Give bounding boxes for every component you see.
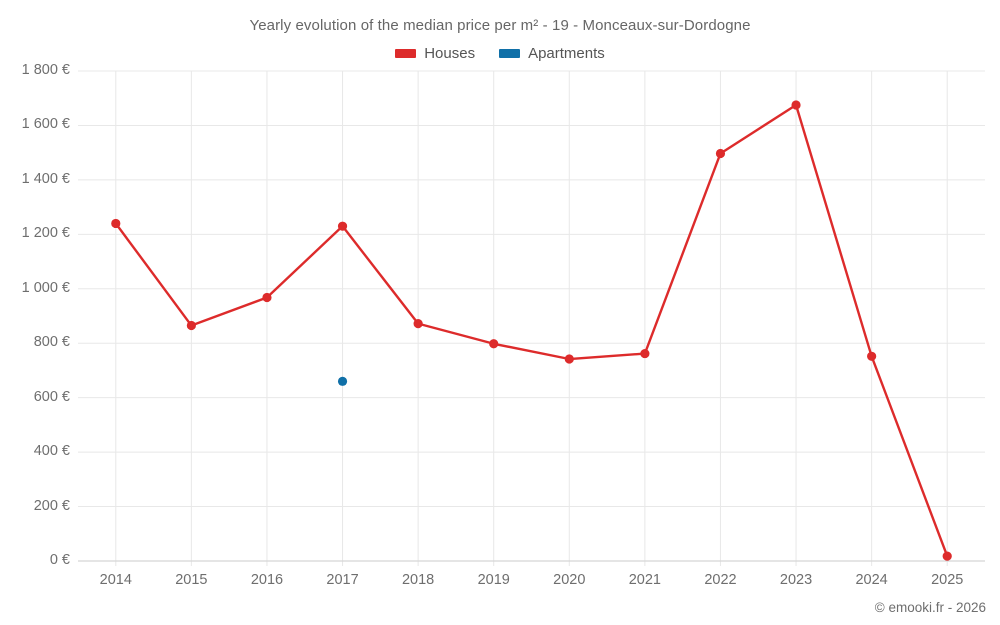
legend-swatch-houses xyxy=(395,49,417,58)
y-tick-label: 600 € xyxy=(33,388,70,405)
data-point-houses-2023[interactable] xyxy=(791,100,801,110)
x-tick-label: 2022 xyxy=(704,572,737,588)
y-tick-label: 800 € xyxy=(33,334,70,351)
chart-legend: Houses Apartments xyxy=(0,45,1000,62)
x-tick-label: 2019 xyxy=(477,572,510,588)
x-tick-label: 2021 xyxy=(628,572,661,588)
x-tick-label: 2018 xyxy=(401,572,435,588)
data-point-houses-2015[interactable] xyxy=(186,320,196,331)
data-point-houses-2019[interactable] xyxy=(489,339,499,349)
data-point-houses-2025[interactable] xyxy=(942,551,952,561)
y-tick-label: 1 600 € xyxy=(21,116,70,133)
y-tick-label: 0 € xyxy=(49,552,70,568)
y-tick-label: 200 € xyxy=(33,497,70,514)
x-tick-label: 2025 xyxy=(931,572,964,588)
series-line-houses xyxy=(114,103,949,558)
x-tick-label: 2017 xyxy=(326,572,359,588)
series-lines xyxy=(114,103,949,558)
data-point-houses-2020[interactable] xyxy=(564,354,574,364)
x-tick-label: 2014 xyxy=(99,572,132,588)
legend-label-apartments: Apartments xyxy=(528,45,605,62)
x-tick-label: 2023 xyxy=(779,572,813,588)
legend-label-houses: Houses xyxy=(424,45,476,62)
y-tick-label: 1 000 € xyxy=(21,279,70,296)
x-gridlines xyxy=(115,71,948,566)
legend-item-houses[interactable]: Houses xyxy=(395,45,475,62)
y-tick-label: 400 € xyxy=(33,443,70,460)
chart-title: Yearly evolution of the median price per… xyxy=(249,17,751,34)
x-tick-label: 2020 xyxy=(553,572,586,588)
x-tick-label: 2024 xyxy=(855,572,888,588)
data-point-apartments-2017[interactable] xyxy=(337,376,348,386)
y-tick-label: 1 800 € xyxy=(21,62,70,78)
x-tick-label: 2015 xyxy=(175,572,208,588)
data-point-houses-2014[interactable] xyxy=(111,218,121,229)
copyright-credit: © emooki.fr - 2026 xyxy=(874,600,986,615)
y-tick-label: 1 400 € xyxy=(21,170,70,187)
data-point-houses-2024[interactable] xyxy=(867,351,877,361)
data-point-houses-2018[interactable] xyxy=(413,319,423,329)
y-tick-label: 1 200 € xyxy=(21,225,70,242)
legend-swatch-apartments xyxy=(499,49,521,58)
x-tick-label: 2016 xyxy=(250,572,284,588)
series-points xyxy=(111,100,952,561)
data-point-houses-2016[interactable] xyxy=(262,292,272,303)
data-point-houses-2017[interactable] xyxy=(337,221,348,231)
data-point-houses-2021[interactable] xyxy=(640,348,650,359)
data-point-houses-2022[interactable] xyxy=(715,148,726,159)
legend-item-apartments[interactable]: Apartments xyxy=(499,45,605,62)
